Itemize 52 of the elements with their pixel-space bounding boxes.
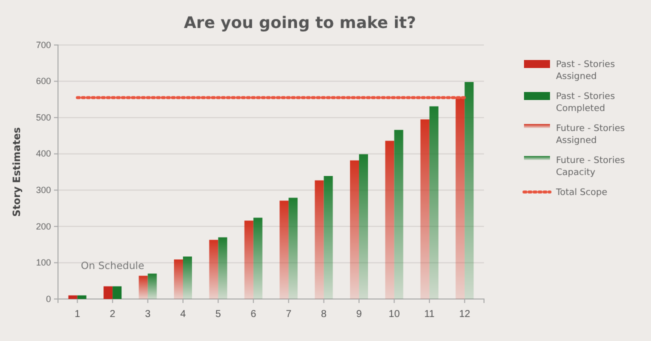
x-tick-label: 1 (74, 309, 81, 320)
y-tick-label: 600 (36, 76, 51, 86)
x-tick-label: 2 (110, 309, 116, 320)
legend-label: Past - Stories Completed (556, 92, 616, 114)
bar (174, 259, 183, 299)
bar (68, 295, 78, 299)
y-tick-label: 0 (46, 294, 51, 304)
bar (218, 237, 228, 299)
annotation: On Schedule (80, 261, 144, 272)
bar (324, 176, 333, 299)
bar (104, 286, 113, 299)
x-tick-label: 6 (250, 309, 257, 320)
y-axis-title: Story Estimates (12, 127, 23, 217)
bar (359, 154, 368, 299)
bar (288, 198, 298, 299)
x-tick-label: 10 (388, 309, 400, 320)
legend-label: Past - Stories Assigned (556, 60, 616, 82)
bar (420, 119, 430, 299)
y-tick-label: 100 (36, 258, 51, 268)
y-tick-label: 400 (36, 148, 51, 159)
x-tick-label: 8 (321, 309, 328, 320)
y-tick-label: 500 (36, 112, 51, 122)
y-tick-label: 300 (36, 185, 51, 196)
legend-label: Total Scope (555, 188, 608, 198)
legend-label: Future - Stories Capacity (556, 156, 626, 178)
x-tick-label: 4 (180, 309, 186, 320)
bar (209, 240, 218, 299)
bar (182, 256, 192, 299)
bar (385, 140, 394, 299)
bar (148, 274, 157, 299)
bar (253, 218, 262, 299)
legend-label: Future - Stories Assigned (556, 124, 626, 146)
x-tick-label: 12 (459, 309, 471, 320)
y-tick-label: 700 (36, 40, 51, 50)
x-tick-label: 9 (356, 309, 362, 320)
chart-title: Are you going to make it? (184, 13, 416, 32)
bar (138, 276, 148, 299)
x-tick-label: 7 (286, 309, 292, 320)
bar (350, 160, 360, 299)
bar (244, 220, 254, 299)
bar (429, 106, 438, 299)
x-tick-label: 5 (215, 309, 222, 320)
bar (77, 295, 86, 299)
bar (394, 130, 404, 299)
y-tick-label: 200 (36, 221, 51, 232)
x-tick-label: 3 (144, 309, 151, 320)
bar (456, 96, 465, 299)
bar (280, 200, 289, 299)
bar (464, 82, 474, 299)
bar (314, 180, 324, 299)
x-tick-label: 11 (424, 309, 436, 320)
bar (112, 286, 122, 299)
